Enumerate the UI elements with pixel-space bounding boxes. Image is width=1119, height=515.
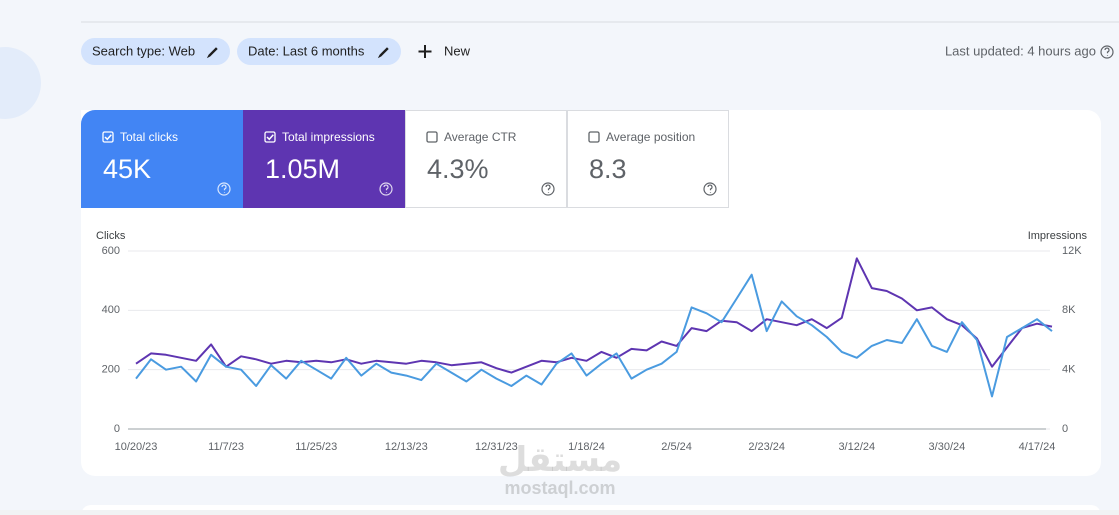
metric-label: Average position [606,130,695,144]
metric-label: Total impressions [282,130,375,144]
tile-corner [81,110,95,124]
x-tick-label: 12/13/23 [385,441,428,453]
help-icon [703,182,717,196]
next-card [81,505,1101,515]
checkbox [426,131,438,143]
y2-tick-label: 4K [1062,364,1076,376]
tile-bg [243,110,405,208]
help-icon [379,182,393,196]
x-tick-label: 2/5/24 [661,441,692,453]
x-tick-label: 11/25/23 [295,441,337,453]
checkbox [102,131,114,143]
filter-chip[interactable]: Date: Last 6 months [237,38,401,65]
y-tick-label: 0 [114,423,120,435]
x-tick-label: 3/12/24 [838,441,875,453]
edit-icon [206,47,218,59]
new-button[interactable]: New [418,43,471,58]
metric-tile[interactable]: Total impressions 1.05M [243,110,405,208]
metric-label: Average CTR [444,130,517,144]
plus-icon [418,45,432,58]
series-line [135,273,1053,398]
tile-bg [567,110,729,208]
metric-value: 45K [103,154,151,184]
x-tick-label: 3/30/24 [929,441,966,453]
y-tick-label: 200 [102,364,120,376]
watermark-latin: mostaql.com [504,478,615,498]
last-updated: Last updated: 4 hours ago [945,43,1096,58]
checkbox [264,131,276,143]
y-tick-label: 600 [102,245,120,257]
y2-tick-label: 12K [1062,245,1082,257]
chip-bg [81,38,230,65]
help-icon [217,182,231,196]
y-axis-title: Clicks [96,230,126,242]
help-icon-mark [383,184,389,193]
series-line [135,257,1053,374]
help-icon-mark [221,184,227,193]
y-tick-label: 400 [102,304,120,316]
metric-value: 8.3 [589,154,627,184]
filter-chip[interactable]: Search type: Web [81,38,230,65]
x-tick-label: 4/17/24 [1019,441,1056,453]
tile-bg [405,110,567,208]
tile-bg [81,110,243,208]
chip-label: Date: Last 6 months [248,43,365,58]
x-tick-label: 2/23/24 [748,441,785,453]
help-icon-mark [707,184,713,193]
metric-value: 1.05M [265,154,340,184]
help-icon-mark [545,184,551,193]
chip-bg [237,38,401,65]
metric-tile[interactable]: Average position 8.3 [567,110,729,208]
checkbox [588,131,600,143]
nav-highlight [0,47,41,119]
metric-label: Total clicks [120,130,178,144]
chip-label: Search type: Web [92,43,195,58]
x-tick-label: 12/31/23 [475,441,518,453]
x-tick-label: 1/18/24 [568,441,605,453]
help-icon-mark [1104,47,1110,56]
x-tick-label: 10/20/23 [115,441,158,453]
y2-tick-label: 8K [1062,304,1076,316]
y2-axis-title: Impressions [1028,230,1088,242]
y2-tick-label: 0 [1062,423,1068,435]
edit-icon [377,47,389,59]
metric-tile[interactable]: Average CTR 4.3% [405,110,567,208]
checkmark [266,134,274,141]
watermark-arabic: مستقل [498,441,622,479]
metric-value: 4.3% [427,154,489,184]
x-tick-label: 11/7/23 [208,441,244,453]
new-label: New [444,43,471,58]
help-icon [1100,45,1114,59]
metric-tile[interactable]: Total clicks 45K [81,110,243,208]
help-icon [541,182,555,196]
checkmark [104,134,112,141]
